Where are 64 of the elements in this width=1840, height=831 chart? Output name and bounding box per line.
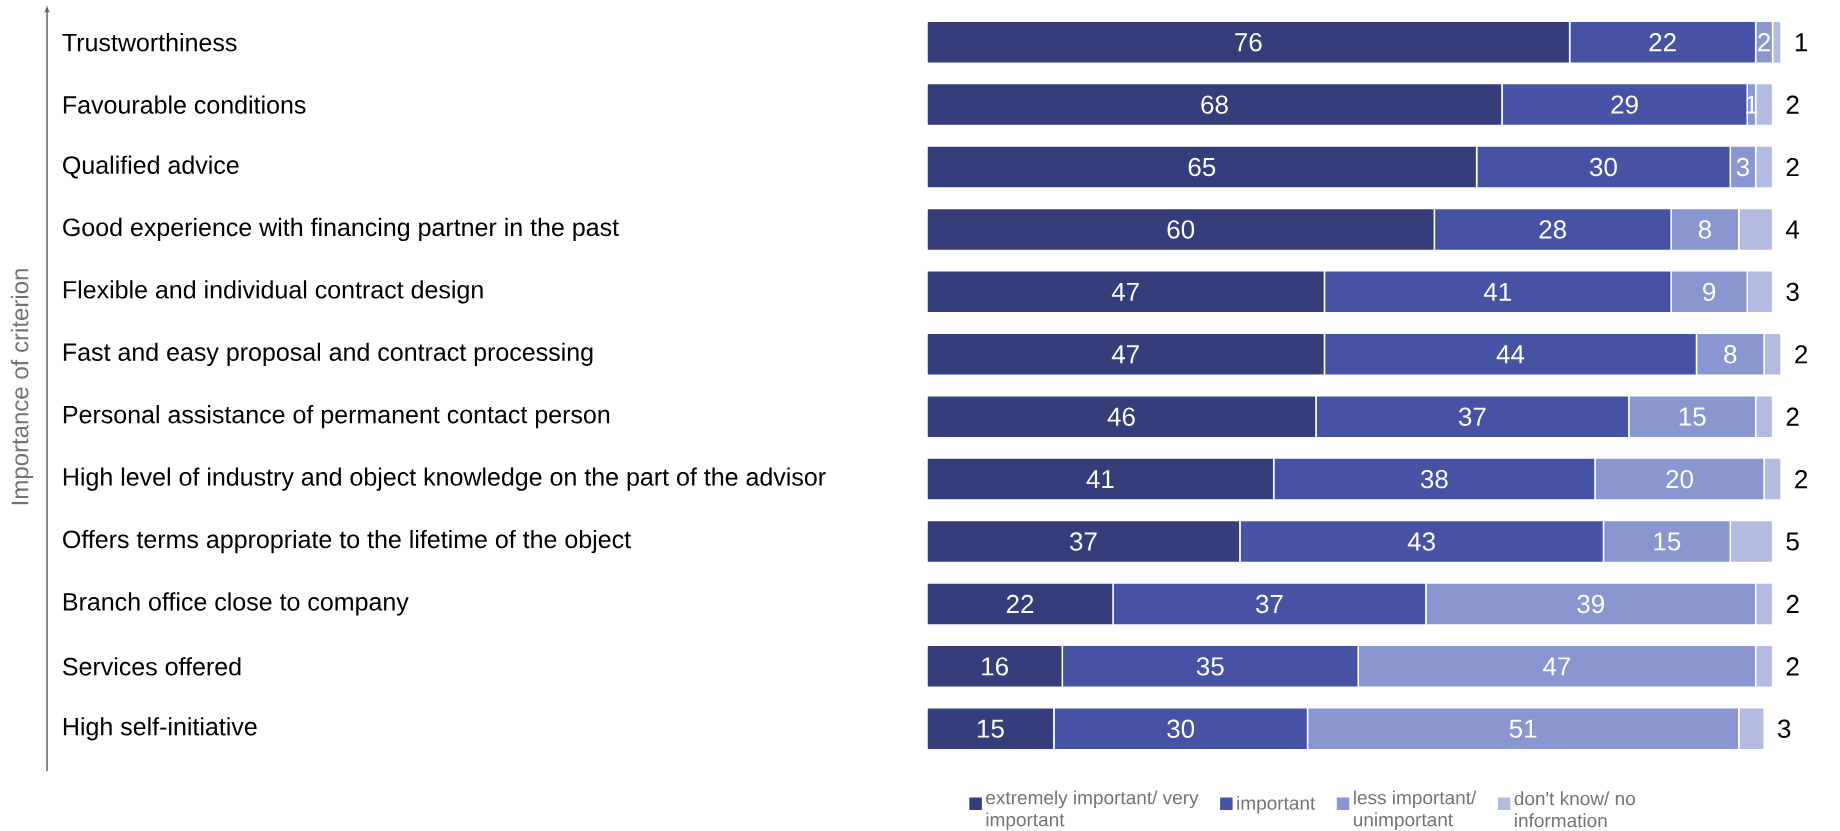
data-label: 4: [1786, 220, 1800, 239]
legend-label: extremely important/ very important: [986, 790, 1199, 831]
data-label: 9: [1703, 282, 1716, 302]
data-label: 46: [1107, 407, 1135, 426]
y-tick-label: Good experience with financing partner in the past: [63, 217, 619, 242]
y-tick-label: Offers terms appropriate to the lifetime of the object: [63, 529, 631, 554]
data-label: 47: [1543, 657, 1571, 676]
data-label: 22: [1006, 594, 1034, 614]
data-label: 2: [1786, 594, 1799, 614]
data-label: 2: [1786, 157, 1799, 177]
data-label: 5: [1786, 532, 1799, 551]
y-tick-label: High level of industry and object knowledge on the part of the advisor: [63, 467, 826, 491]
data-label: 30: [1167, 719, 1195, 738]
data-label: 16: [982, 657, 1008, 676]
data-label: 37: [1069, 532, 1097, 551]
data-label: 3: [1736, 157, 1750, 177]
data-label: 41: [1086, 470, 1114, 489]
data-label: 3: [1777, 719, 1791, 738]
data-label: 38: [1420, 469, 1448, 489]
data-label: 51: [1509, 719, 1537, 738]
y-tick-label: High self-initiative: [63, 717, 257, 741]
y-tick-label: Trustworthiness: [62, 33, 237, 52]
y-tick-label: Flexible and individual contract design: [63, 280, 483, 304]
legend-label: important: [1237, 795, 1316, 814]
legend-label: don't know/ no information: [1514, 791, 1635, 828]
data-label: 68: [1201, 95, 1228, 114]
data-label: 37: [1458, 407, 1486, 426]
data-label: 30: [1589, 157, 1617, 177]
legend-label: less important/ unimportant: [1354, 790, 1477, 831]
y-tick-label: Fast and easy proposal and contract processing: [63, 342, 593, 366]
data-label: 15: [977, 719, 1004, 738]
data-label: 2: [1786, 407, 1799, 426]
data-label: 76: [1235, 32, 1262, 52]
y-tick-label: Personal assistance of permanent contact person: [63, 405, 610, 429]
data-label: 37: [1255, 594, 1283, 614]
data-label: 2: [1758, 33, 1771, 52]
data-label: 60: [1167, 220, 1195, 239]
data-label: 22: [1649, 33, 1676, 52]
data-label: 35: [1196, 657, 1224, 676]
data-label: 44: [1496, 345, 1525, 364]
data-label: 2: [1786, 95, 1799, 114]
data-label: 43: [1407, 532, 1435, 551]
y-tick-label: Qualified advice: [63, 155, 239, 179]
data-label: 41: [1483, 282, 1511, 301]
data-label: 29: [1611, 95, 1638, 114]
data-label: 8: [1698, 220, 1711, 239]
data-label: 15: [1679, 407, 1706, 426]
data-label: 8: [1724, 345, 1737, 364]
data-label: 28: [1539, 220, 1567, 239]
y-tick-label: Branch office close to company: [63, 592, 409, 616]
data-label: 65: [1188, 157, 1216, 177]
data-label: 2: [1795, 470, 1808, 489]
y-tick-label: Services offered: [63, 657, 241, 676]
data-label: 2: [1786, 657, 1799, 676]
y-tick-label: Favourable conditions: [63, 95, 306, 114]
data-label: 1: [1795, 33, 1808, 52]
data-label: 39: [1577, 594, 1604, 614]
data-label: 15: [1654, 532, 1681, 551]
data-label: 20: [1666, 469, 1693, 489]
data-label: 2: [1795, 345, 1808, 364]
text: Importance of criterion: [10, 269, 34, 505]
data-label: 47: [1111, 345, 1139, 364]
data-label: 3: [1786, 282, 1799, 302]
data-label: 47: [1111, 282, 1139, 301]
